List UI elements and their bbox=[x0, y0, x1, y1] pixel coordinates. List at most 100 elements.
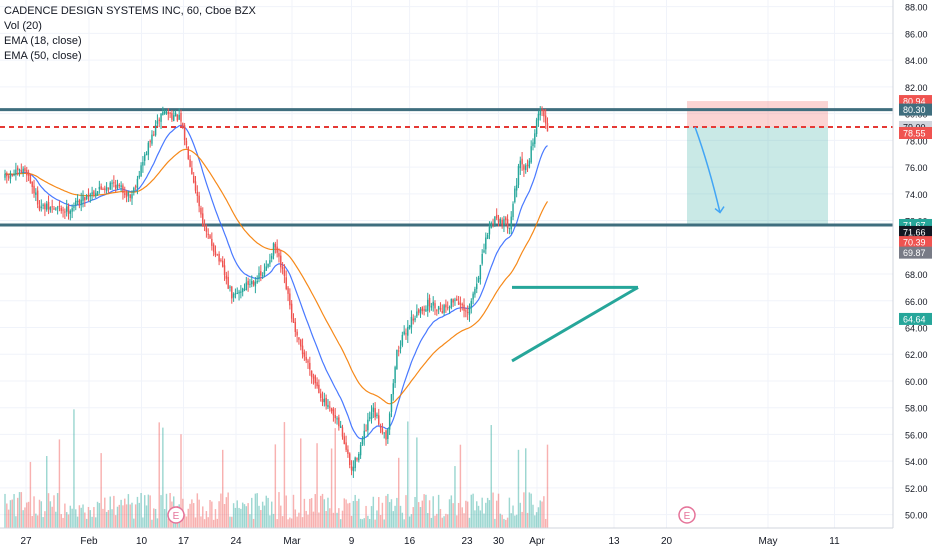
candle-body bbox=[367, 419, 369, 431]
candle-body bbox=[419, 309, 422, 314]
candle-body bbox=[225, 275, 228, 279]
candle-body bbox=[160, 113, 162, 122]
volume-bar bbox=[31, 516, 33, 528]
time-tick-label: 24 bbox=[230, 536, 242, 547]
volume-bar bbox=[62, 517, 64, 528]
candle-body bbox=[55, 208, 57, 210]
candle-body bbox=[292, 318, 295, 323]
volume-bar bbox=[252, 518, 255, 528]
stop-loss-zone[interactable] bbox=[687, 101, 828, 127]
candle-body bbox=[265, 266, 267, 271]
candle-body bbox=[124, 193, 126, 195]
candle-body bbox=[319, 393, 322, 398]
candle-body bbox=[40, 206, 43, 208]
earnings-marker[interactable] bbox=[167, 506, 185, 524]
candle-body bbox=[6, 173, 8, 177]
volume-bar bbox=[470, 494, 473, 528]
candle-body bbox=[452, 299, 454, 303]
volume-bar bbox=[339, 519, 342, 528]
candle-body bbox=[163, 110, 166, 114]
volume-bar bbox=[202, 506, 204, 528]
volume-bar bbox=[269, 515, 271, 528]
volume-bar bbox=[274, 444, 277, 528]
volume-bar bbox=[236, 500, 238, 528]
volume-bar bbox=[378, 497, 380, 528]
candle-body bbox=[154, 124, 157, 136]
volume-bar bbox=[218, 501, 220, 528]
candle-body bbox=[528, 160, 531, 168]
candle-body bbox=[463, 304, 465, 311]
indicator-volume[interactable]: Vol (20) bbox=[4, 20, 42, 32]
candle-body bbox=[372, 407, 375, 412]
candle-body bbox=[350, 466, 353, 471]
volume-bar bbox=[492, 492, 494, 528]
volume-bar bbox=[200, 516, 202, 528]
earnings-marker[interactable] bbox=[678, 506, 696, 524]
volume-bar bbox=[541, 501, 543, 528]
earnings-marker-label: E bbox=[173, 511, 180, 522]
indicator-ema-50[interactable]: EMA (50, close) bbox=[4, 50, 82, 62]
triangle-support-line[interactable] bbox=[511, 286, 639, 363]
volume-bar bbox=[270, 501, 273, 528]
candle-body bbox=[232, 293, 235, 298]
volume-bar bbox=[506, 517, 509, 528]
candle-body bbox=[483, 250, 485, 253]
volume-bar bbox=[241, 502, 244, 528]
candle-body bbox=[370, 412, 373, 420]
candle-body bbox=[180, 112, 182, 122]
take-profit-zone[interactable] bbox=[687, 126, 828, 225]
candle-body bbox=[270, 255, 273, 259]
volume-bar bbox=[503, 518, 505, 528]
candle-body bbox=[60, 207, 62, 211]
candle-body bbox=[312, 377, 315, 379]
candle-body bbox=[173, 115, 175, 121]
volume-bars bbox=[4, 409, 549, 528]
candle-body bbox=[104, 188, 106, 190]
volume-bar bbox=[488, 500, 491, 528]
volume-bar bbox=[194, 517, 197, 528]
candle-body bbox=[258, 272, 260, 280]
volume-bar bbox=[407, 421, 409, 528]
volume-bar bbox=[410, 514, 413, 528]
volume-bar bbox=[51, 506, 53, 528]
candle-body bbox=[153, 134, 155, 136]
candle-body bbox=[62, 209, 64, 211]
candle-body bbox=[325, 397, 327, 406]
volume-bar bbox=[392, 511, 395, 528]
candle-body bbox=[263, 270, 266, 275]
volume-bar bbox=[104, 497, 106, 528]
candle-body bbox=[397, 350, 400, 352]
candle-body bbox=[445, 304, 447, 308]
indicator-ema-18[interactable]: EMA (18, close) bbox=[4, 35, 82, 47]
candle-body bbox=[205, 227, 208, 232]
symbol-title: CADENCE DESIGN SYSTEMS INC, 60, Cboe BZX bbox=[4, 5, 256, 17]
volume-bar bbox=[15, 516, 17, 528]
candle-body bbox=[532, 142, 534, 147]
price-tick-label: 56.00 bbox=[905, 430, 928, 440]
candle-body bbox=[298, 337, 300, 340]
candle-body bbox=[198, 195, 200, 207]
volume-bar bbox=[534, 515, 536, 528]
candle-body bbox=[49, 207, 52, 211]
candle-body bbox=[129, 194, 131, 198]
earnings-marker-label: E bbox=[684, 511, 691, 522]
candle-body bbox=[287, 287, 289, 294]
volume-bar bbox=[216, 518, 219, 528]
candle-body bbox=[383, 432, 385, 434]
volume-bar bbox=[260, 510, 262, 528]
price-label: 80.30 bbox=[903, 105, 926, 115]
candle-body bbox=[457, 301, 460, 305]
volume-bar bbox=[160, 495, 162, 528]
candle-body bbox=[138, 175, 140, 178]
volume-bar bbox=[87, 506, 90, 528]
candle-body bbox=[162, 111, 164, 115]
target-arrow[interactable] bbox=[694, 126, 721, 213]
volume-bar bbox=[93, 507, 95, 528]
candle-body bbox=[220, 259, 222, 261]
candle-body bbox=[20, 170, 23, 173]
volume-bar bbox=[374, 519, 376, 528]
volume-bar bbox=[535, 512, 538, 528]
volume-bar bbox=[231, 516, 233, 528]
